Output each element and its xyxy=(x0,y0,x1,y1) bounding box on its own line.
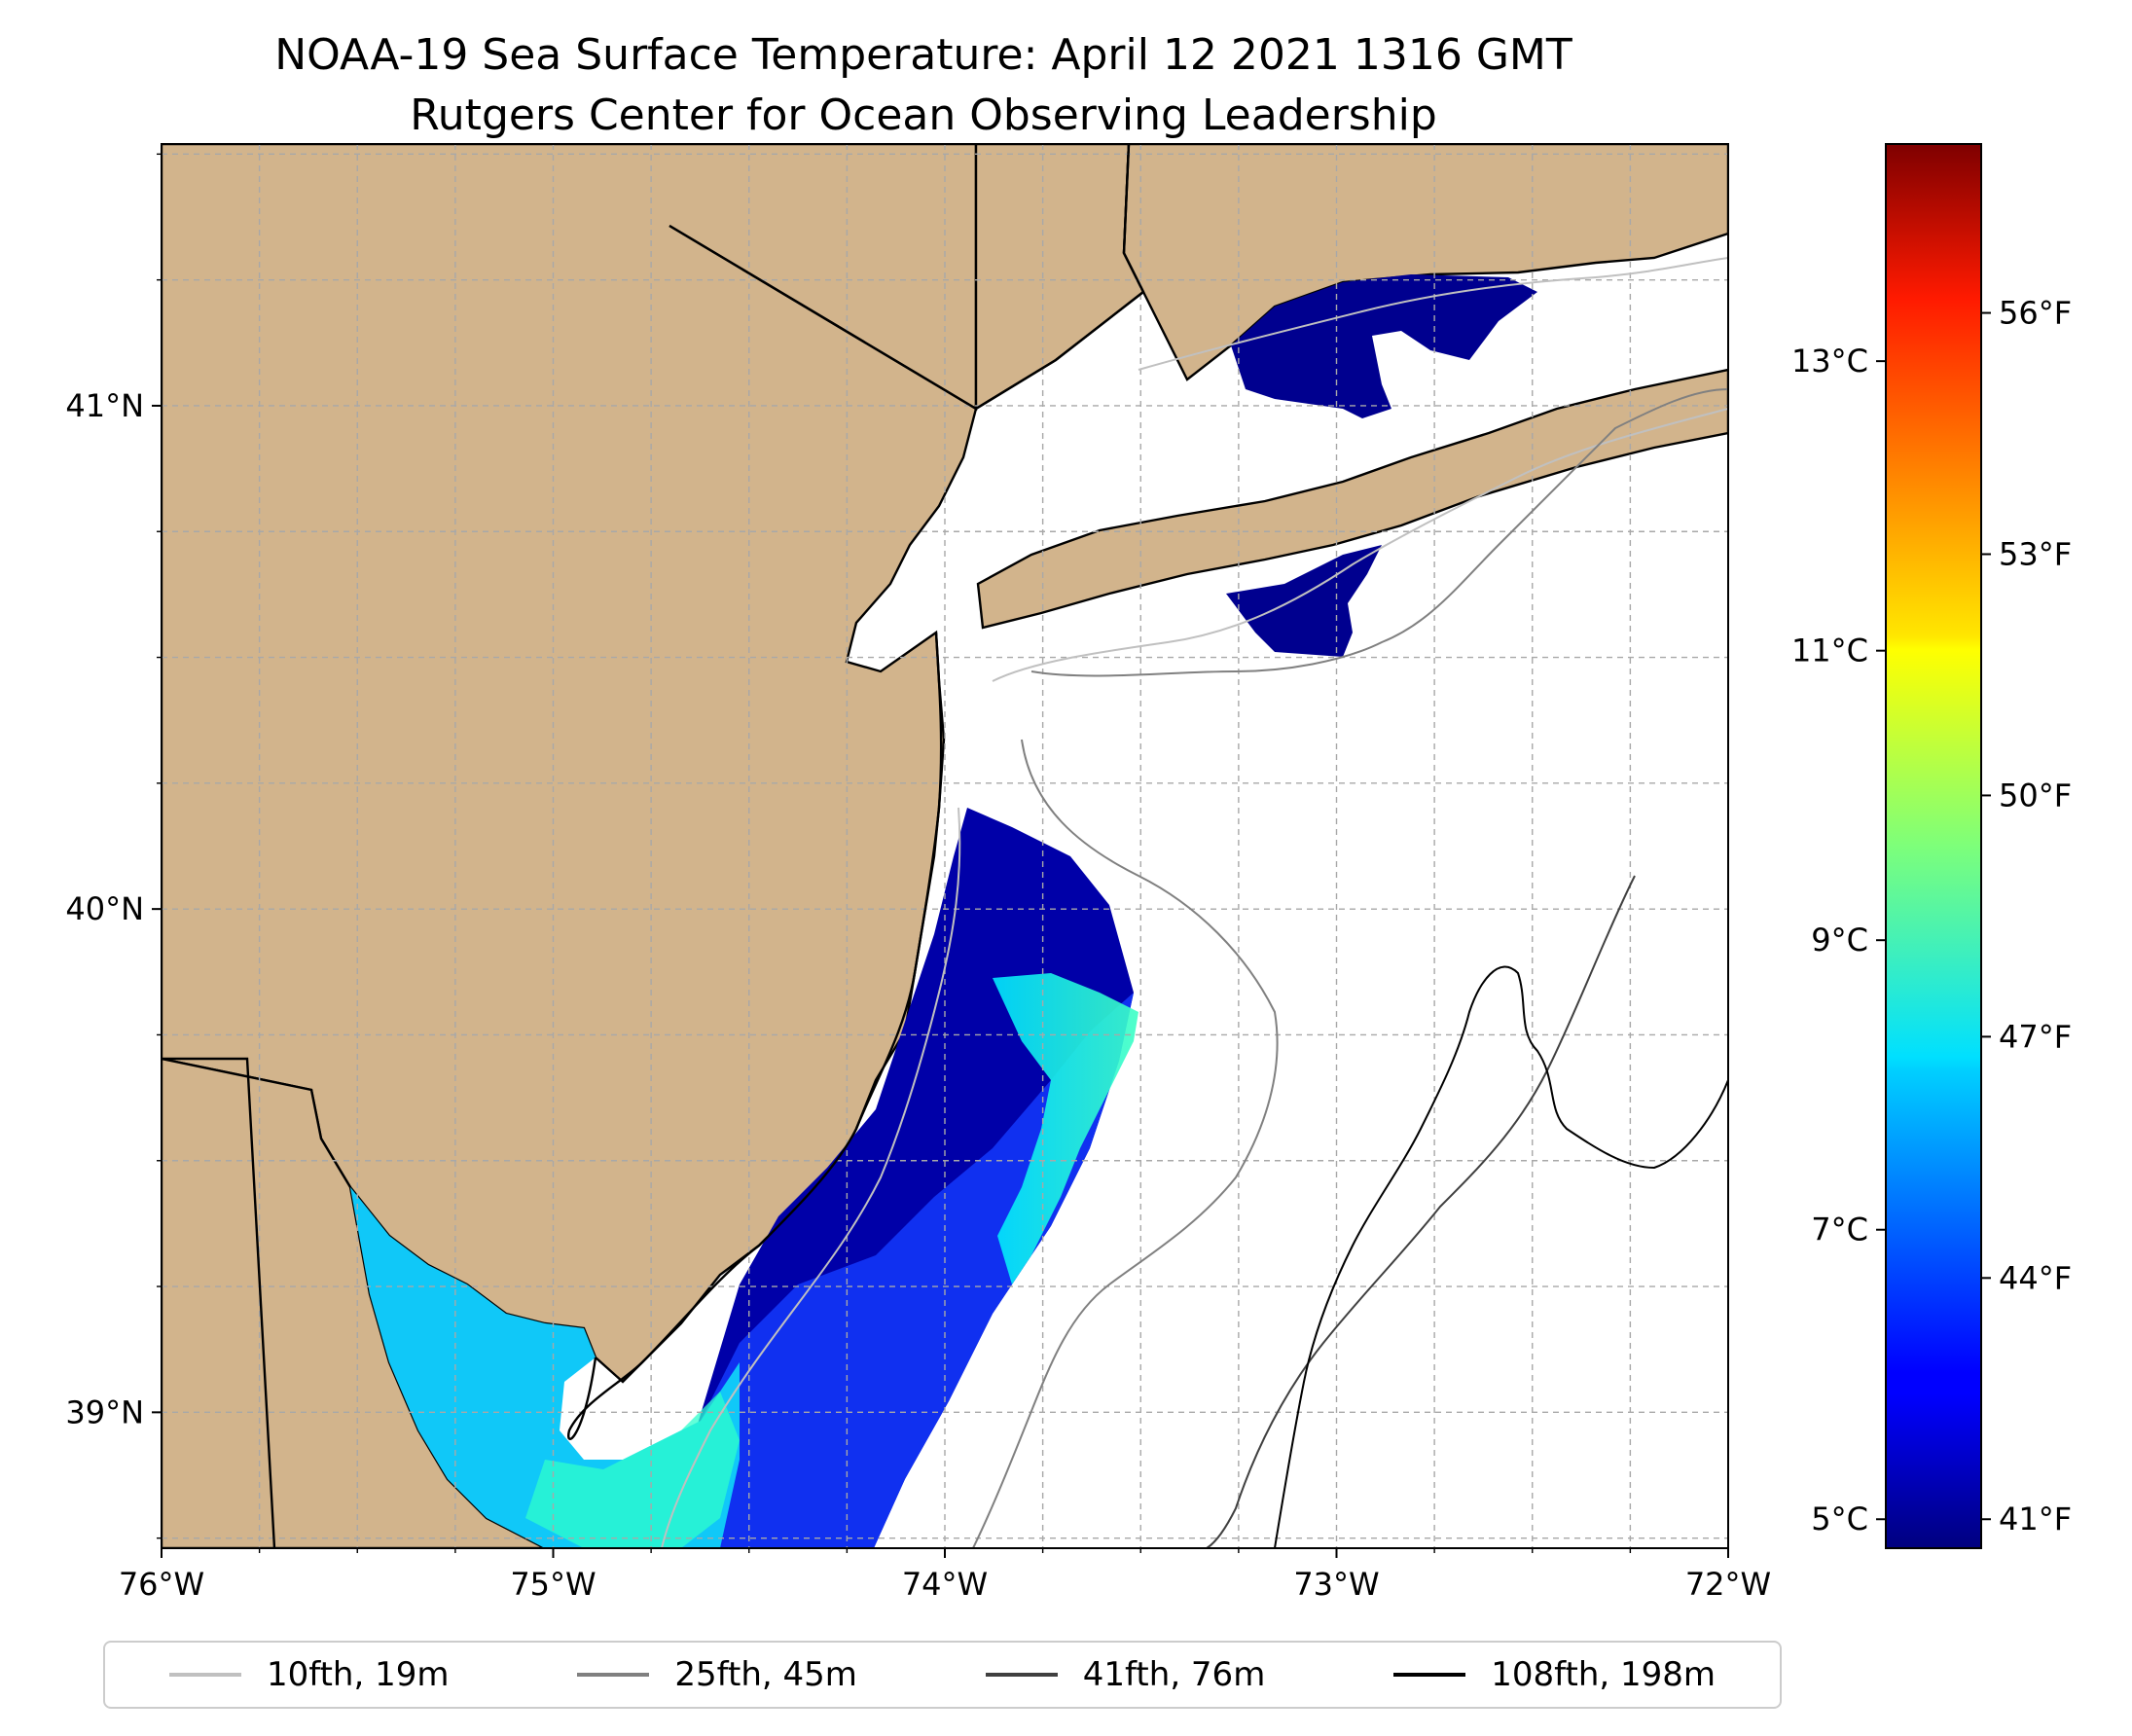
legend-entry: 25fth, 45m xyxy=(577,1655,857,1694)
land-long-island xyxy=(976,368,1728,630)
legend-line-swatch xyxy=(985,1673,1058,1677)
legend-label: 25fth, 45m xyxy=(674,1655,857,1694)
fahrenheit-tick-label: 41°F xyxy=(1999,1501,2072,1537)
isobath-45m xyxy=(972,388,1728,1548)
celsius-tick-label: 7°C xyxy=(1811,1212,1868,1248)
map-title: NOAA-19 Sea Surface Temperature: April 1… xyxy=(0,25,1847,146)
lat-tick-label: 41°N xyxy=(65,387,144,424)
isobaths xyxy=(661,257,1728,1548)
sst-long-island-sound xyxy=(1231,274,1537,418)
legend-line-swatch xyxy=(577,1673,650,1677)
legend-label: 41fth, 76m xyxy=(1082,1655,1266,1694)
lat-tick-label: 39°N xyxy=(65,1393,144,1430)
land xyxy=(162,144,1728,1548)
coastlines xyxy=(162,144,1145,1548)
sst-bay-warm xyxy=(525,1392,740,1548)
celsius-tick-label: 13°C xyxy=(1791,343,1868,380)
colorbar-ticks: 5°C 7°C 9°C 11°C 13°C 41°F 44°F 47°F 50°F 53°F 56°… xyxy=(1791,295,2072,1538)
lat-tick-label: 40°N xyxy=(65,890,144,927)
state-border-ny-ct xyxy=(975,144,1145,411)
sst-swath-mid xyxy=(671,993,1134,1548)
legend-label: 108fth, 198m xyxy=(1491,1655,1716,1694)
lon-tick-label: 76°W xyxy=(119,1566,204,1603)
map-area xyxy=(162,144,1728,1548)
lon-tick-label: 74°W xyxy=(902,1566,988,1603)
legend-line-swatch xyxy=(168,1673,241,1677)
legend-entry: 10fth, 19m xyxy=(168,1655,450,1694)
legend-entry: 108fth, 198m xyxy=(1393,1655,1716,1694)
isobath-76m xyxy=(1206,875,1636,1548)
legend-label: 10fth, 19m xyxy=(266,1655,450,1694)
colorbar: 5°C 7°C 9°C 11°C 13°C 41°F 44°F 47°F 50°F 53°F 56°… xyxy=(1791,143,2072,1549)
fahrenheit-tick-label: 53°F xyxy=(1999,535,2072,572)
lon-tick-label: 73°W xyxy=(1293,1566,1379,1603)
state-border-ny-nj xyxy=(669,224,977,411)
lon-tick-label: 75°W xyxy=(510,1566,596,1603)
celsius-tick-label: 5°C xyxy=(1811,1501,1868,1537)
fahrenheit-tick-label: 47°F xyxy=(1999,1018,2072,1055)
legend-line-swatch xyxy=(1393,1673,1466,1677)
celsius-tick-label: 9°C xyxy=(1811,922,1868,958)
sst-overlay xyxy=(350,274,1537,1548)
celsius-tick-label: 11°C xyxy=(1791,633,1868,669)
legend-entry: 41fth, 76m xyxy=(985,1655,1266,1694)
map-axes: 76°W 75°W 74°W 73°W 72°W 39°N 40°N 41°N xyxy=(65,153,1771,1603)
colorbar-gradient xyxy=(1885,143,1982,1549)
isobath-198m xyxy=(1274,965,1728,1548)
fahrenheit-tick-label: 56°F xyxy=(1999,295,2072,332)
nj-coast xyxy=(567,632,943,1440)
gridlines xyxy=(162,144,1728,1548)
title-line-1: NOAA-19 Sea Surface Temperature: April 1… xyxy=(274,30,1572,80)
isobath-19m xyxy=(661,257,1728,1548)
fahrenheit-tick-label: 44°F xyxy=(1999,1259,2072,1296)
fahrenheit-tick-label: 50°F xyxy=(1999,777,2072,814)
sst-south-shore xyxy=(1226,545,1382,657)
state-border-de-md xyxy=(162,1057,276,1548)
lon-tick-label: 72°W xyxy=(1685,1566,1771,1603)
sst-warm-streak xyxy=(993,973,1138,1284)
isobath-legend: 10fth, 19m 25fth, 45m 41fth, 76m 108fth, 19… xyxy=(103,1641,1782,1709)
title-line-2: Rutgers Center for Ocean Observing Leade… xyxy=(410,90,1437,140)
